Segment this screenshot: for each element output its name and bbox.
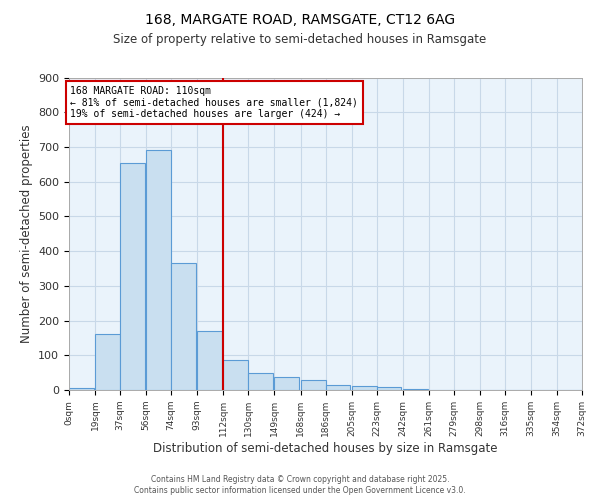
Bar — [146, 150, 171, 390]
Bar — [352, 386, 377, 390]
Text: 168 MARGATE ROAD: 110sqm
← 81% of semi-detached houses are smaller (1,824)
19% o: 168 MARGATE ROAD: 110sqm ← 81% of semi-d… — [70, 86, 358, 120]
Y-axis label: Number of semi-detached properties: Number of semi-detached properties — [20, 124, 32, 343]
X-axis label: Distribution of semi-detached houses by size in Ramsgate: Distribution of semi-detached houses by … — [153, 442, 498, 454]
Bar — [197, 331, 222, 390]
Bar — [274, 377, 299, 390]
Bar — [95, 334, 120, 390]
Bar — [248, 372, 273, 390]
Bar — [325, 385, 350, 390]
Bar — [69, 388, 94, 390]
Bar — [377, 387, 401, 390]
Text: Size of property relative to semi-detached houses in Ramsgate: Size of property relative to semi-detach… — [113, 32, 487, 46]
Bar — [301, 380, 325, 390]
Text: 168, MARGATE ROAD, RAMSGATE, CT12 6AG: 168, MARGATE ROAD, RAMSGATE, CT12 6AG — [145, 12, 455, 26]
Text: Contains public sector information licensed under the Open Government Licence v3: Contains public sector information licen… — [134, 486, 466, 495]
Bar — [120, 162, 145, 390]
Bar — [171, 264, 196, 390]
Bar — [403, 388, 428, 390]
Text: Contains HM Land Registry data © Crown copyright and database right 2025.: Contains HM Land Registry data © Crown c… — [151, 475, 449, 484]
Bar — [223, 360, 248, 390]
